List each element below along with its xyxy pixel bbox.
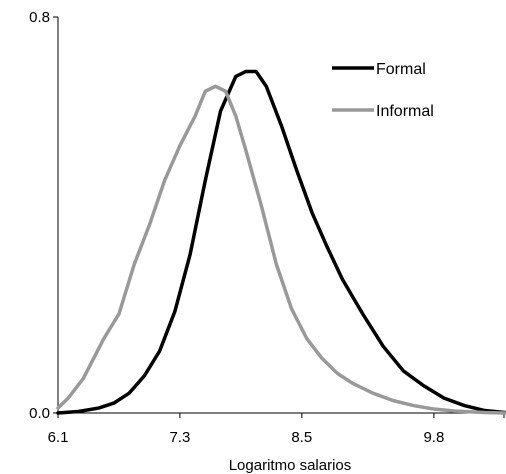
series-layer bbox=[56, 69, 506, 415]
y-tick-label: 0.8 bbox=[29, 9, 50, 26]
legend-label-formal: Formal bbox=[376, 61, 426, 78]
x-tick-label: 6.1 bbox=[48, 429, 69, 446]
x-tick-label: 8.5 bbox=[291, 429, 312, 446]
x-tick-label: 9.8 bbox=[423, 429, 444, 446]
series-line-informal bbox=[56, 84, 506, 415]
series-line-formal bbox=[56, 69, 506, 415]
y-tick-label: 0.0 bbox=[29, 405, 50, 422]
axes: 0.0 0.8 6.1 7.3 8.5 9.8 bbox=[29, 9, 505, 446]
legend: Formal Informal bbox=[332, 61, 434, 120]
x-tick-label: 7.3 bbox=[169, 429, 190, 446]
x-axis-label: Logaritmo salarios bbox=[229, 457, 352, 474]
legend-label-informal: Informal bbox=[376, 103, 434, 120]
